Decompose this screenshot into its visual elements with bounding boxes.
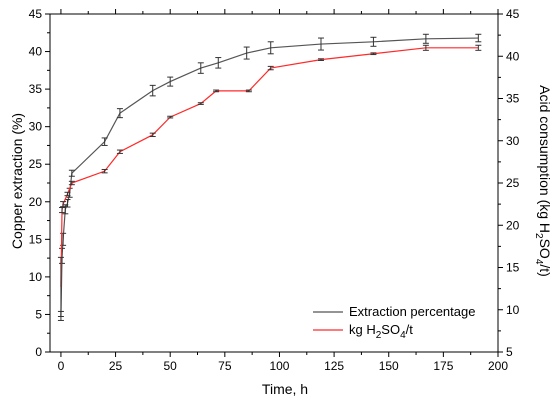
series-line-1 [60,47,479,287]
plot-frame [49,13,499,353]
y-right-tick-label: 35 [506,92,520,106]
y-left-tick-label: 40 [29,45,43,59]
y-right-tick-label: 25 [506,176,520,190]
series-line-0 [60,37,479,316]
series-1 [57,44,482,318]
y-right-axis-title: Acid consumption (kg H2SO4/t) [533,85,550,277]
legend: Extraction percentage kg H2SO4/t [313,304,475,341]
axes-layer [49,13,499,353]
y-right-tick-label: 5 [506,345,513,359]
y-left-tick-label: 15 [29,232,43,246]
x-axis-title: Time, h [262,381,308,397]
x-tick-label: 50 [164,359,178,373]
y-left-tick-label: 35 [29,82,43,96]
y-right-tick-label: 15 [506,261,520,275]
y-left-tick-label: 5 [35,307,42,321]
series-0 [57,33,482,321]
y-left-axis-title: Copper extraction (%) [9,113,25,249]
x-tick-label: 150 [379,359,399,373]
y-right-tick-label: 30 [506,134,520,148]
x-tick-label: 0 [58,359,65,373]
y-left-tick-label: 10 [29,270,43,284]
y-right-tick-label: 10 [506,303,520,317]
y-left-tick-label: 45 [29,7,43,21]
y-left-tick-label: 25 [29,157,43,171]
series-layer [57,33,482,321]
x-tick-label: 175 [433,359,453,373]
y-left-tick-label: 30 [29,120,43,134]
y-right-tick-label: 20 [506,218,520,232]
x-tick-label: 75 [218,359,232,373]
x-tick-label: 125 [324,359,344,373]
ticks-layer: 0 25 50 75 100 125 150 175 200 0 5 10 15 20 25 30 35 40 45… [29,7,520,373]
x-tick-label: 100 [269,359,289,373]
y-right-tick-label: 40 [506,49,520,63]
legend-label-acid: kg H2SO4/t [349,322,413,341]
y-left-tick-label: 0 [35,345,42,359]
x-tick-label: 200 [488,359,508,373]
x-tick-label: 25 [109,359,123,373]
legend-label-extraction: Extraction percentage [349,304,475,319]
y-right-tick-label: 45 [506,7,520,21]
y-left-tick-label: 20 [29,195,43,209]
